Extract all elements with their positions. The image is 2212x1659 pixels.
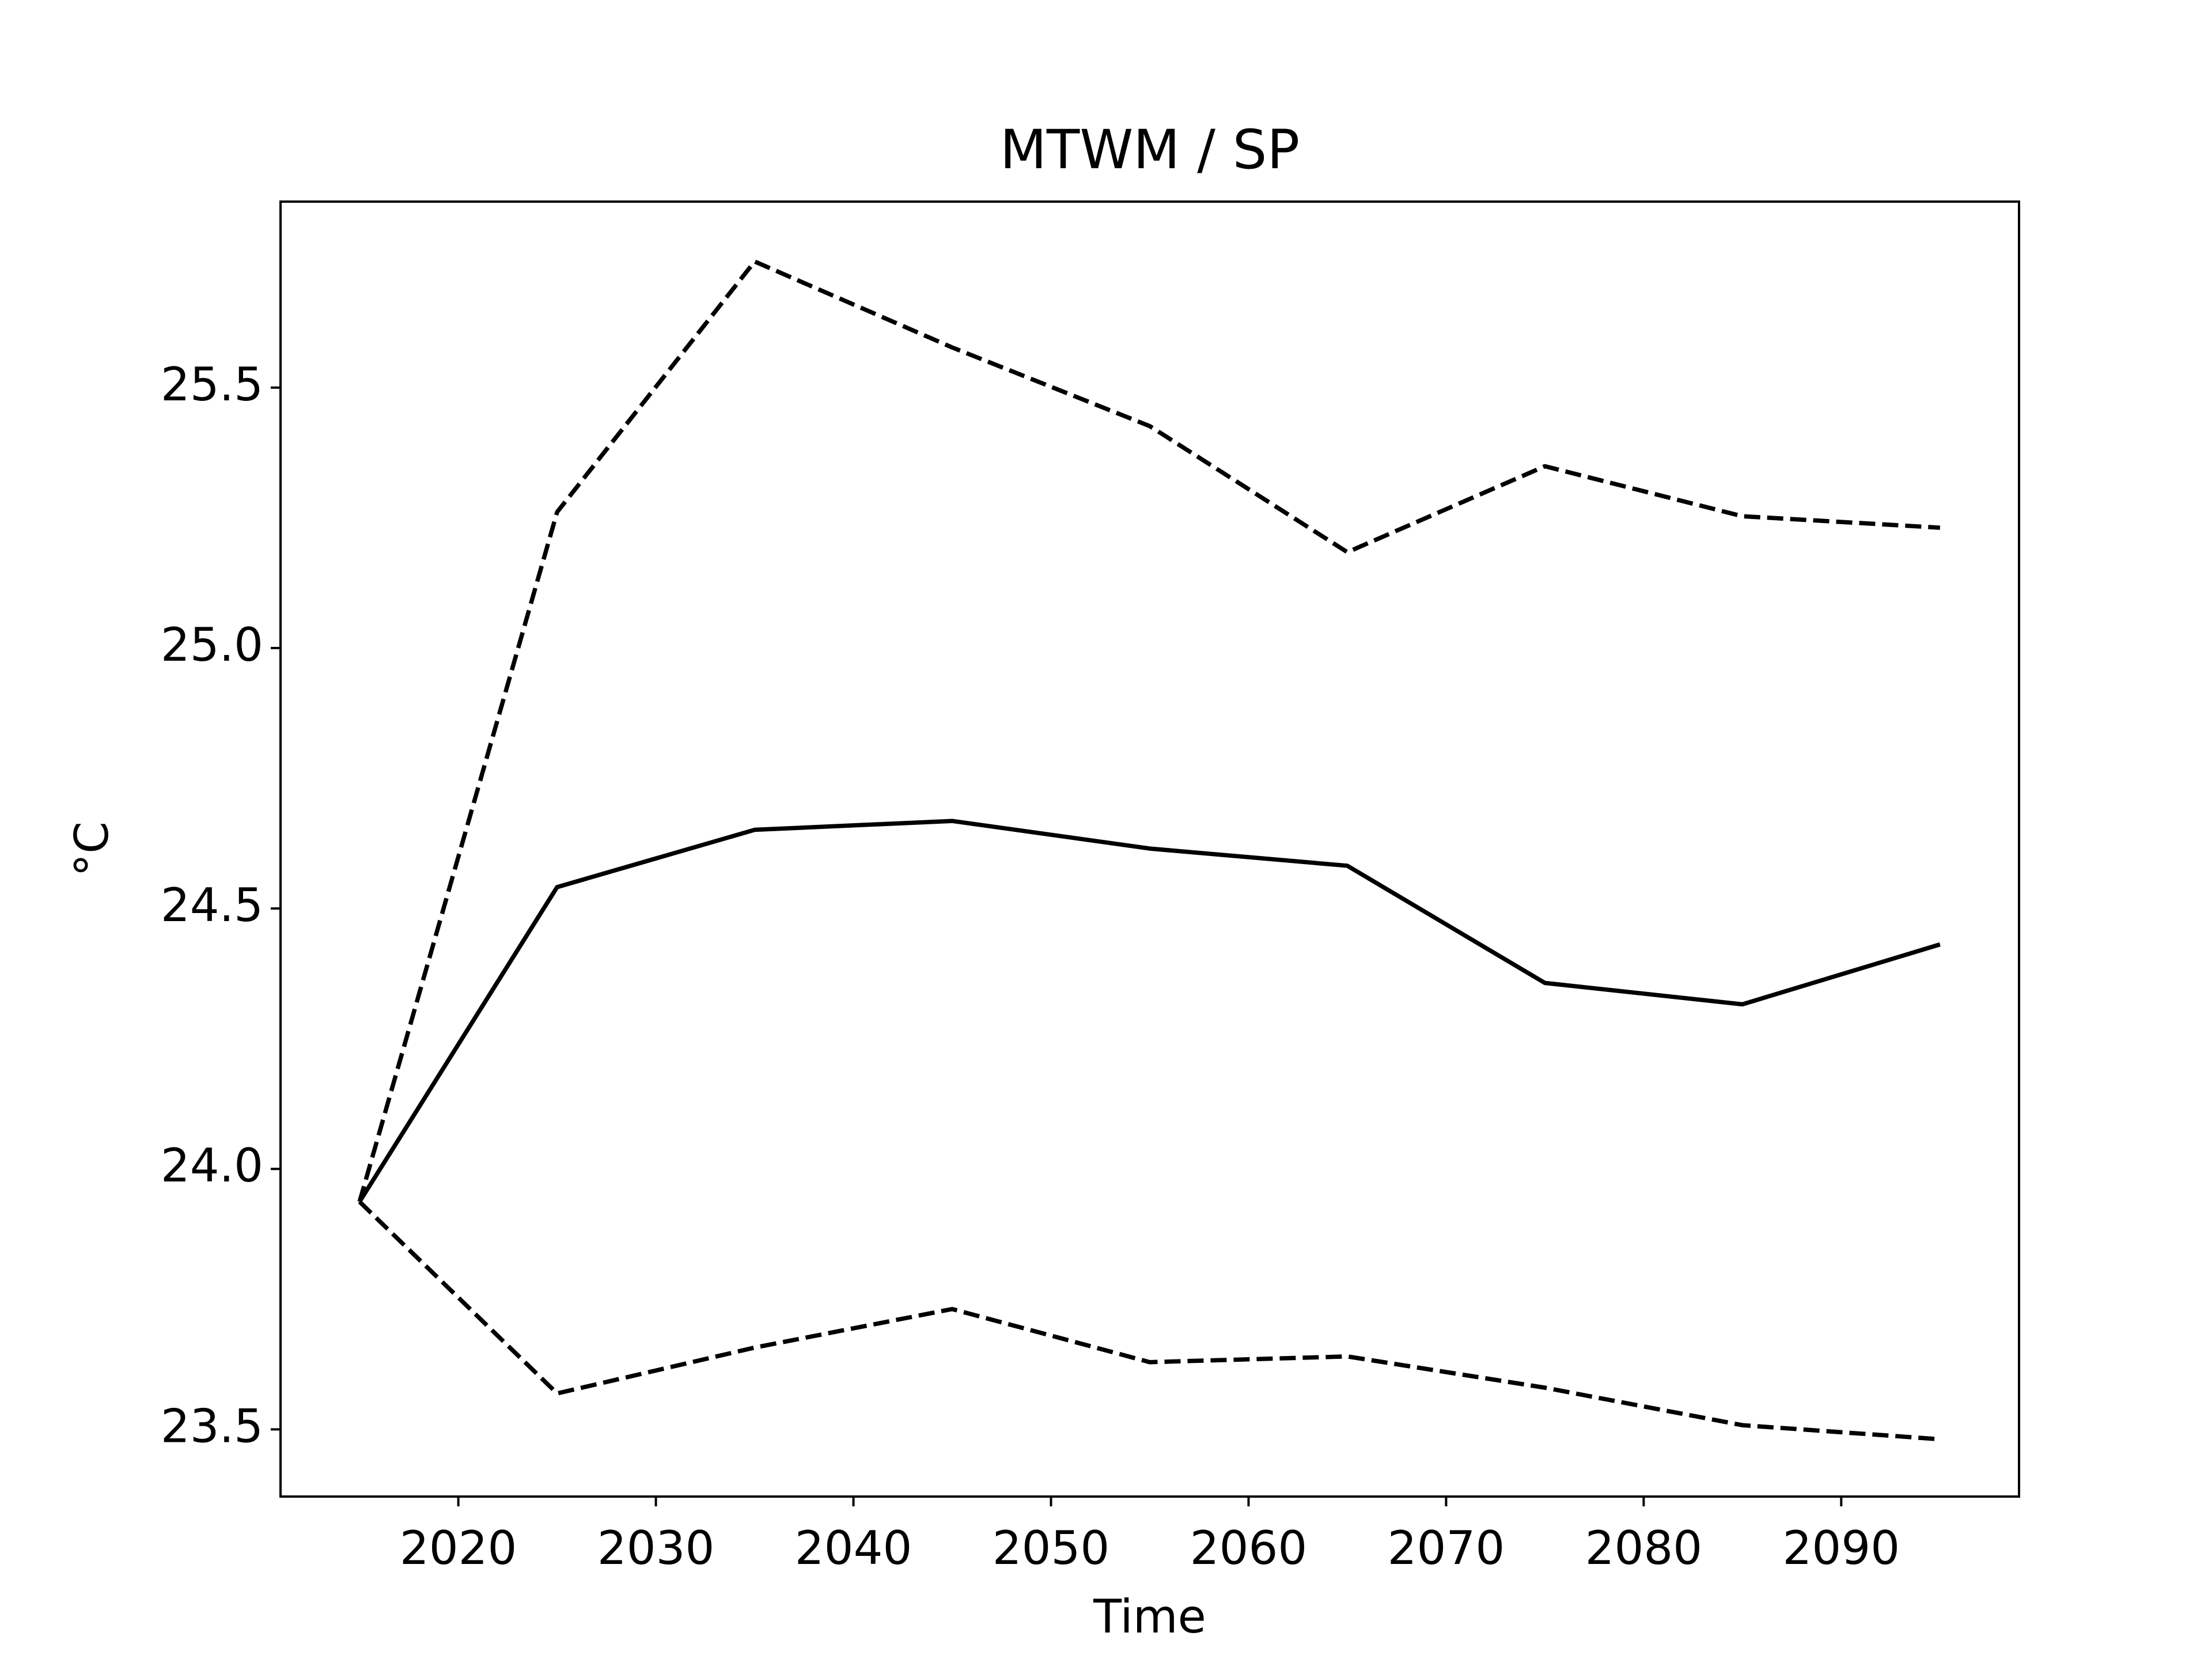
x-tick-label: 2030 (597, 1521, 715, 1575)
line-series (357, 259, 1941, 1203)
y-tick-label: 23.5 (161, 1399, 263, 1453)
x-tick-label: 2020 (400, 1521, 517, 1575)
line-series (358, 819, 1941, 1203)
chart-title: MTWM / SP (1000, 119, 1300, 181)
y-tick-label: 24.5 (161, 878, 263, 932)
line-series (358, 1200, 1941, 1442)
x-tick-label: 2050 (993, 1521, 1110, 1575)
plot-frame (279, 200, 2020, 1498)
y-tick-label: 25.5 (161, 358, 263, 411)
x-tick-label: 2060 (1190, 1521, 1308, 1575)
y-tick-label: 25.0 (161, 618, 263, 672)
x-tick-label: 2070 (1388, 1521, 1505, 1575)
x-tick-label: 2040 (795, 1521, 912, 1575)
y-tick-label: 24.0 (161, 1139, 263, 1192)
x-tick-label: 2090 (1783, 1521, 1900, 1575)
x-tick-label: 2080 (1585, 1521, 1703, 1575)
y-axis-label: °C (65, 821, 119, 877)
x-axis-label: Time (1093, 1590, 1206, 1643)
